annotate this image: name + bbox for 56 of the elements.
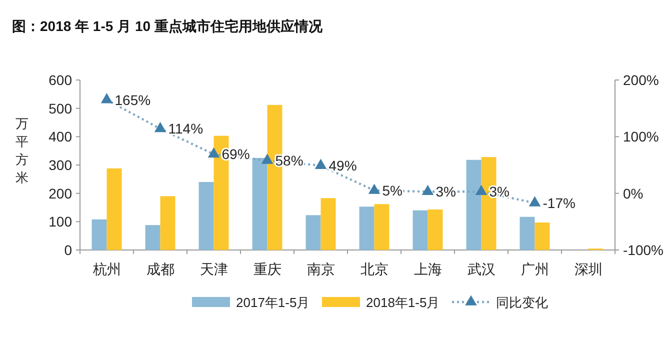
x-tick-label: 北京 [360,261,388,277]
data-label: 5% [382,182,402,198]
y2-tick-label: -100% [623,242,664,258]
y2-tick-label: 0% [623,185,644,202]
x-tick-label: 成都 [146,261,174,277]
x-tick-label: 武汉 [467,261,496,277]
y2-tick-label: 200% [623,72,659,88]
data-label: -17% [542,194,576,211]
data-label: 165% [114,92,151,108]
point [475,184,488,196]
y-tick-label: 200 [48,185,72,202]
y-tick-label: 100 [48,214,72,230]
point [422,184,434,196]
y-tick-label: 600 [48,72,72,88]
y-tick-label: 400 [48,128,72,145]
point [100,93,113,104]
bar [359,206,374,250]
x-tick-label: 天津 [200,261,228,277]
legend-label: 同比变化 [496,295,548,310]
bar [160,196,176,250]
y-axis-title: 万平方米 [16,116,28,185]
bar [374,204,390,250]
point [368,184,380,194]
bar [412,210,428,250]
bar [466,160,482,250]
y-tick-label: 500 [48,100,72,116]
x-tick-label: 杭州 [92,261,121,277]
legend-label: 2017年1-5月 [236,295,310,310]
y-tick-label: 0 [64,242,72,258]
bar [106,168,122,250]
x-tick-label: 南京 [306,261,335,277]
data-label: 49% [328,158,357,174]
bar [92,219,107,250]
bar [428,209,443,250]
bar [252,158,268,250]
bar [534,222,550,250]
data-label: 114% [168,120,204,137]
bar [198,182,214,250]
x-tick-label: 重庆 [253,261,282,277]
bar [145,225,160,250]
point [528,196,541,206]
bar [320,198,336,250]
x-tick-label: 广州 [520,261,549,277]
y2-tick-label: 100% [623,128,659,145]
x-tick-label: 上海 [414,261,442,277]
x-tick-label: 深圳 [574,261,602,277]
point [154,122,166,132]
point [314,158,327,169]
point [208,147,220,158]
point [261,154,274,164]
bar [306,215,321,250]
legend-label: 2018年1-5月 [366,295,440,310]
y-tick-label: 300 [48,157,72,173]
data-label: 3% [436,184,456,200]
chart-title: 图：2018 年 1-5 月 10 重点城市住宅用地供应情况 [12,18,324,34]
bar [520,216,535,250]
